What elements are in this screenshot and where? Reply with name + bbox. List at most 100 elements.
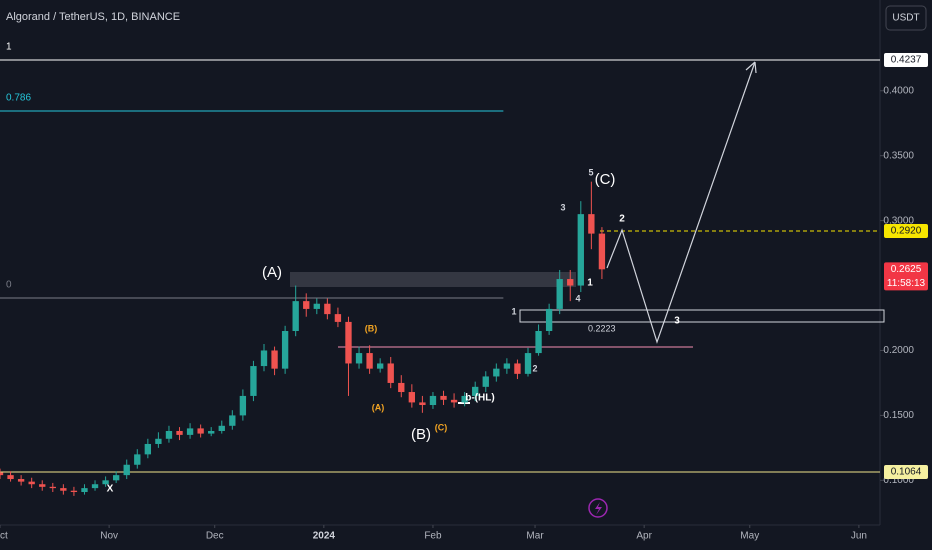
candle-body xyxy=(91,484,99,489)
candle-body xyxy=(218,425,225,431)
x-tick-label: Dec xyxy=(206,531,224,542)
candle-body xyxy=(387,363,394,383)
x-tick-label: May xyxy=(740,531,759,542)
candle-body xyxy=(112,475,120,481)
events-icon-bolt xyxy=(595,502,602,515)
candle-body xyxy=(334,314,342,322)
x-tick-label: 2024 xyxy=(313,531,336,542)
candle-body xyxy=(355,353,363,364)
candle-body xyxy=(524,353,532,374)
candle-body xyxy=(598,233,606,270)
wave-label: (B) xyxy=(365,323,378,333)
candle-body xyxy=(429,395,437,406)
wave-label: 5 xyxy=(588,167,593,177)
candle-body xyxy=(176,430,183,435)
candle-body xyxy=(271,350,278,369)
candle-body xyxy=(313,303,320,309)
candle-body xyxy=(419,402,426,406)
candle-body xyxy=(28,481,35,485)
candle-body xyxy=(588,214,595,234)
candle-body xyxy=(408,392,416,403)
candle-body xyxy=(49,486,56,489)
events-icon[interactable] xyxy=(588,498,608,518)
wave-label: 3 xyxy=(674,316,680,327)
candle-body xyxy=(144,443,152,455)
candle-body xyxy=(514,363,521,374)
price-tag xyxy=(884,224,928,239)
candle-body xyxy=(102,480,109,485)
candle-body xyxy=(535,330,542,354)
wave-label: 2 xyxy=(619,214,625,225)
price-tag-label: 0.1064 xyxy=(891,467,922,478)
candle-body xyxy=(81,488,88,493)
x-tick-label: Nov xyxy=(100,531,118,542)
candle-body xyxy=(303,301,310,309)
candle-body xyxy=(440,395,447,400)
wave-label: (A) xyxy=(262,264,282,281)
candle-body xyxy=(493,368,500,377)
plot: 1 0.786 0 xyxy=(0,42,885,496)
candle-body xyxy=(324,303,331,315)
candle-body xyxy=(292,301,299,331)
projection-arrowhead xyxy=(745,61,757,74)
candle-body xyxy=(229,415,236,426)
price-tag xyxy=(884,262,928,291)
candle-body xyxy=(376,363,384,369)
candle-body xyxy=(186,428,194,435)
wave-label: 2 xyxy=(532,363,537,373)
candle-body xyxy=(577,214,584,286)
price-tag-label: 0.4237 xyxy=(891,55,922,66)
price-countdown: 11:58:13 xyxy=(887,278,926,289)
candle-body xyxy=(208,430,215,434)
wave-label: 0.2223 xyxy=(588,323,616,333)
price-tag xyxy=(884,52,928,67)
candle-body xyxy=(545,308,553,331)
candle-body xyxy=(239,395,247,416)
level-label: 0.786 xyxy=(6,93,31,104)
candle-body xyxy=(567,279,574,286)
candle-body xyxy=(345,321,352,364)
projection-path xyxy=(606,61,756,344)
candle-body xyxy=(398,382,405,393)
candle-body xyxy=(17,479,25,482)
candle-body xyxy=(366,353,373,369)
x-tick-label: Jun xyxy=(851,531,867,542)
candle-body xyxy=(250,366,257,396)
candle-body xyxy=(197,428,204,434)
wave-label: 4 xyxy=(575,293,580,303)
wave-label: b-(HL) xyxy=(465,393,494,404)
price-tag xyxy=(884,465,928,480)
chart-title: Algorand / TetherUS, 1D, BINANCE xyxy=(6,11,180,23)
y-tick-label: 0.2000 xyxy=(883,345,914,356)
candle-body xyxy=(472,386,479,396)
candle-body xyxy=(482,376,489,387)
wave-label: (C) xyxy=(435,422,448,432)
y-tick-label: 0.1000 xyxy=(883,475,914,486)
candle-body xyxy=(123,464,130,476)
price-tag-label: 0.2920 xyxy=(891,226,922,237)
candle-body xyxy=(556,279,563,309)
price-tag-label: 0.2625 xyxy=(891,264,922,275)
wave-label: 1 xyxy=(587,278,593,289)
currency-button-label[interactable]: USDT xyxy=(892,13,919,24)
x-tick-label: Oct xyxy=(0,531,8,542)
wave-label: 3 xyxy=(560,202,565,212)
wave-label: 1 xyxy=(511,306,516,316)
candle-body xyxy=(503,363,511,369)
wave-label: (B) xyxy=(411,426,431,443)
candle-body xyxy=(7,475,14,480)
candle-body xyxy=(0,472,4,476)
wave-label: X xyxy=(107,484,114,495)
target-box xyxy=(519,309,885,323)
currency-button[interactable] xyxy=(885,5,927,31)
wave-label: (C) xyxy=(595,171,616,188)
candle-body xyxy=(39,484,46,487)
y-tick-label: 0.3000 xyxy=(883,215,914,226)
wave-label: (A) xyxy=(372,402,385,412)
candle-body xyxy=(60,488,67,491)
candle-body xyxy=(165,430,173,439)
candle-body xyxy=(134,454,141,465)
